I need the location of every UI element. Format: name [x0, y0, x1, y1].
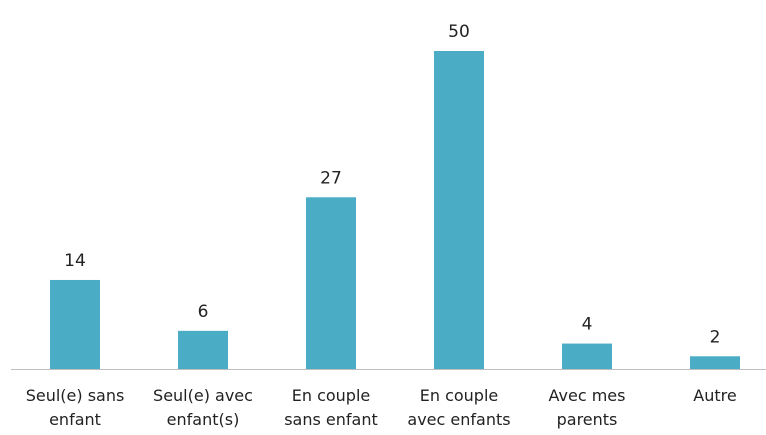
- value-label: 50: [448, 22, 470, 42]
- value-label: 14: [64, 251, 86, 271]
- category-label: En couple avec enfants: [407, 386, 511, 429]
- value-label: 6: [198, 302, 209, 322]
- value-label: 2: [710, 327, 721, 347]
- category-label: Seul(e) sans enfant: [25, 386, 125, 429]
- category-label: Autre: [693, 386, 737, 405]
- category-label: En couple sans enfant: [284, 386, 378, 429]
- bar: [434, 51, 484, 369]
- bar: [306, 197, 356, 369]
- bar: [690, 356, 740, 369]
- value-label: 4: [582, 315, 593, 335]
- value-label: 27: [320, 168, 342, 188]
- bar: [562, 343, 612, 369]
- bar: [50, 279, 100, 369]
- category-label: Seul(e) avec enfant(s): [153, 386, 253, 429]
- bar: [178, 330, 228, 369]
- category-label: Avec mes parents: [548, 386, 626, 429]
